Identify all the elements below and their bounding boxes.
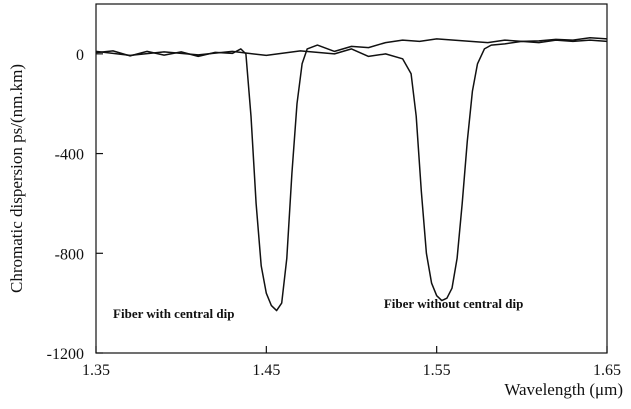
x-tick-label: 1.45 (252, 362, 280, 379)
y-tick-label: -800 (55, 246, 84, 263)
x-tick-label: 1.35 (82, 362, 110, 379)
x-tick-labels: 1.35 1.45 1.55 1.65 (82, 362, 621, 379)
x-tick-label: 1.55 (423, 362, 451, 379)
y-tick-label: -1200 (47, 346, 84, 363)
y-tick-label: -400 (55, 147, 84, 164)
series-line-2 (95, 39, 608, 302)
annotation-fiber-with-central-dip: Fiber with central dip (113, 306, 234, 321)
series-group (95, 36, 608, 312)
annotation-fiber-without-central-dip: Fiber without central dip (384, 296, 524, 311)
series-line-1 (95, 36, 608, 312)
y-tick-labels: 0 -400 -800 -1200 (47, 47, 84, 363)
y-tick-label: 0 (76, 47, 84, 64)
plot-frame (95, 3, 608, 354)
y-axis-label: Chromatic dispersion ps/(nm.km) (7, 64, 26, 293)
x-axis-label: Wavelength (μm) (504, 380, 623, 399)
x-tick-label: 1.65 (593, 362, 621, 379)
axis-ticks (95, 53, 608, 354)
